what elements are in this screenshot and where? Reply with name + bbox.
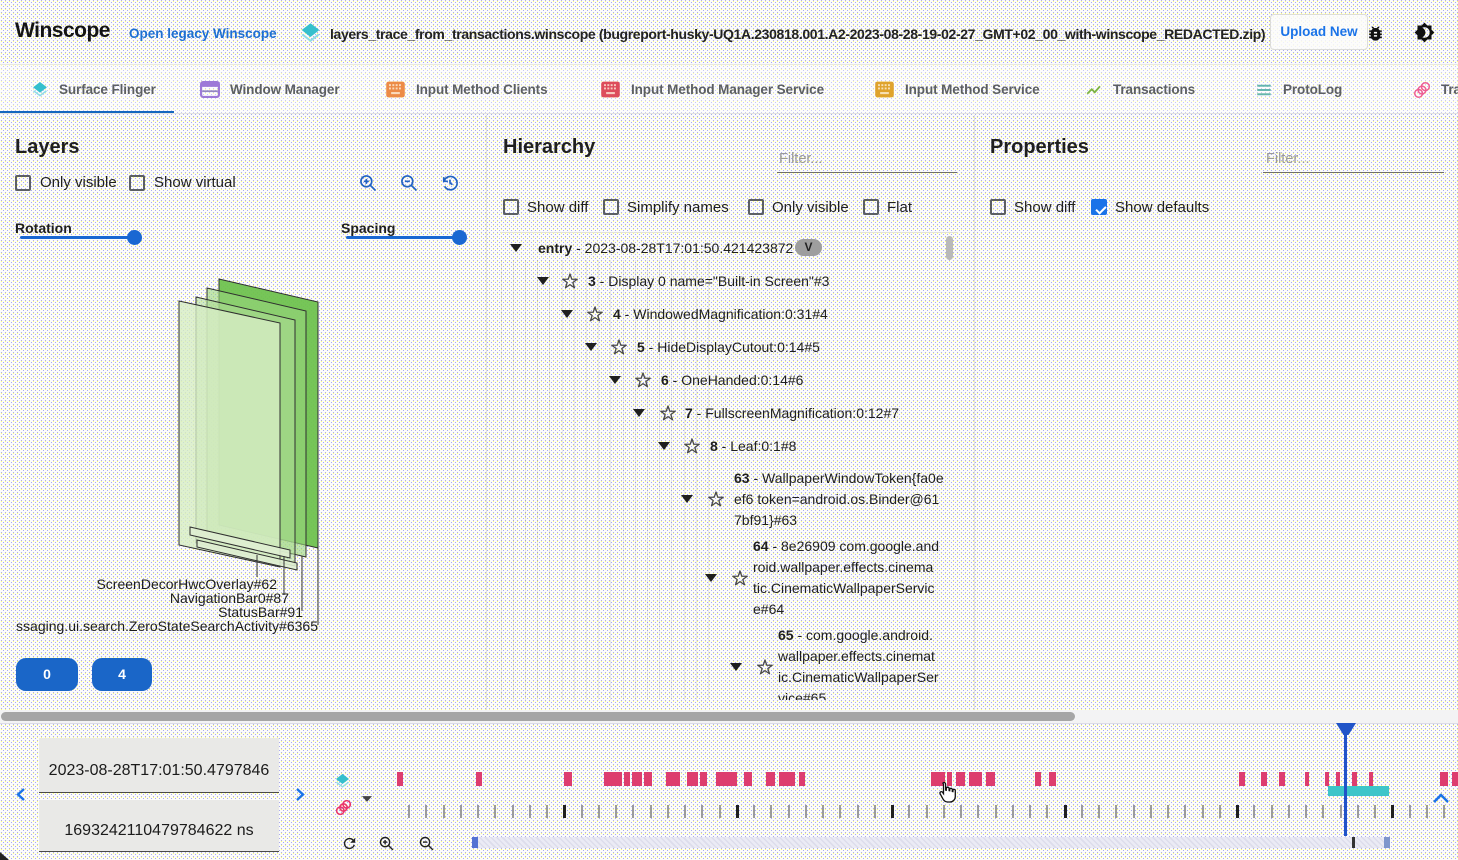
svg-text:StatusBar#91: StatusBar#91 [218, 604, 303, 620]
svg-text:NavigationBar0#87: NavigationBar0#87 [170, 590, 289, 606]
svg-text:ScreenDecorHwcOverlay#62: ScreenDecorHwcOverlay#62 [96, 576, 277, 592]
svg-text:ssaging.ui.search.ZeroStateSea: ssaging.ui.search.ZeroStateSearchActivit… [16, 618, 318, 634]
